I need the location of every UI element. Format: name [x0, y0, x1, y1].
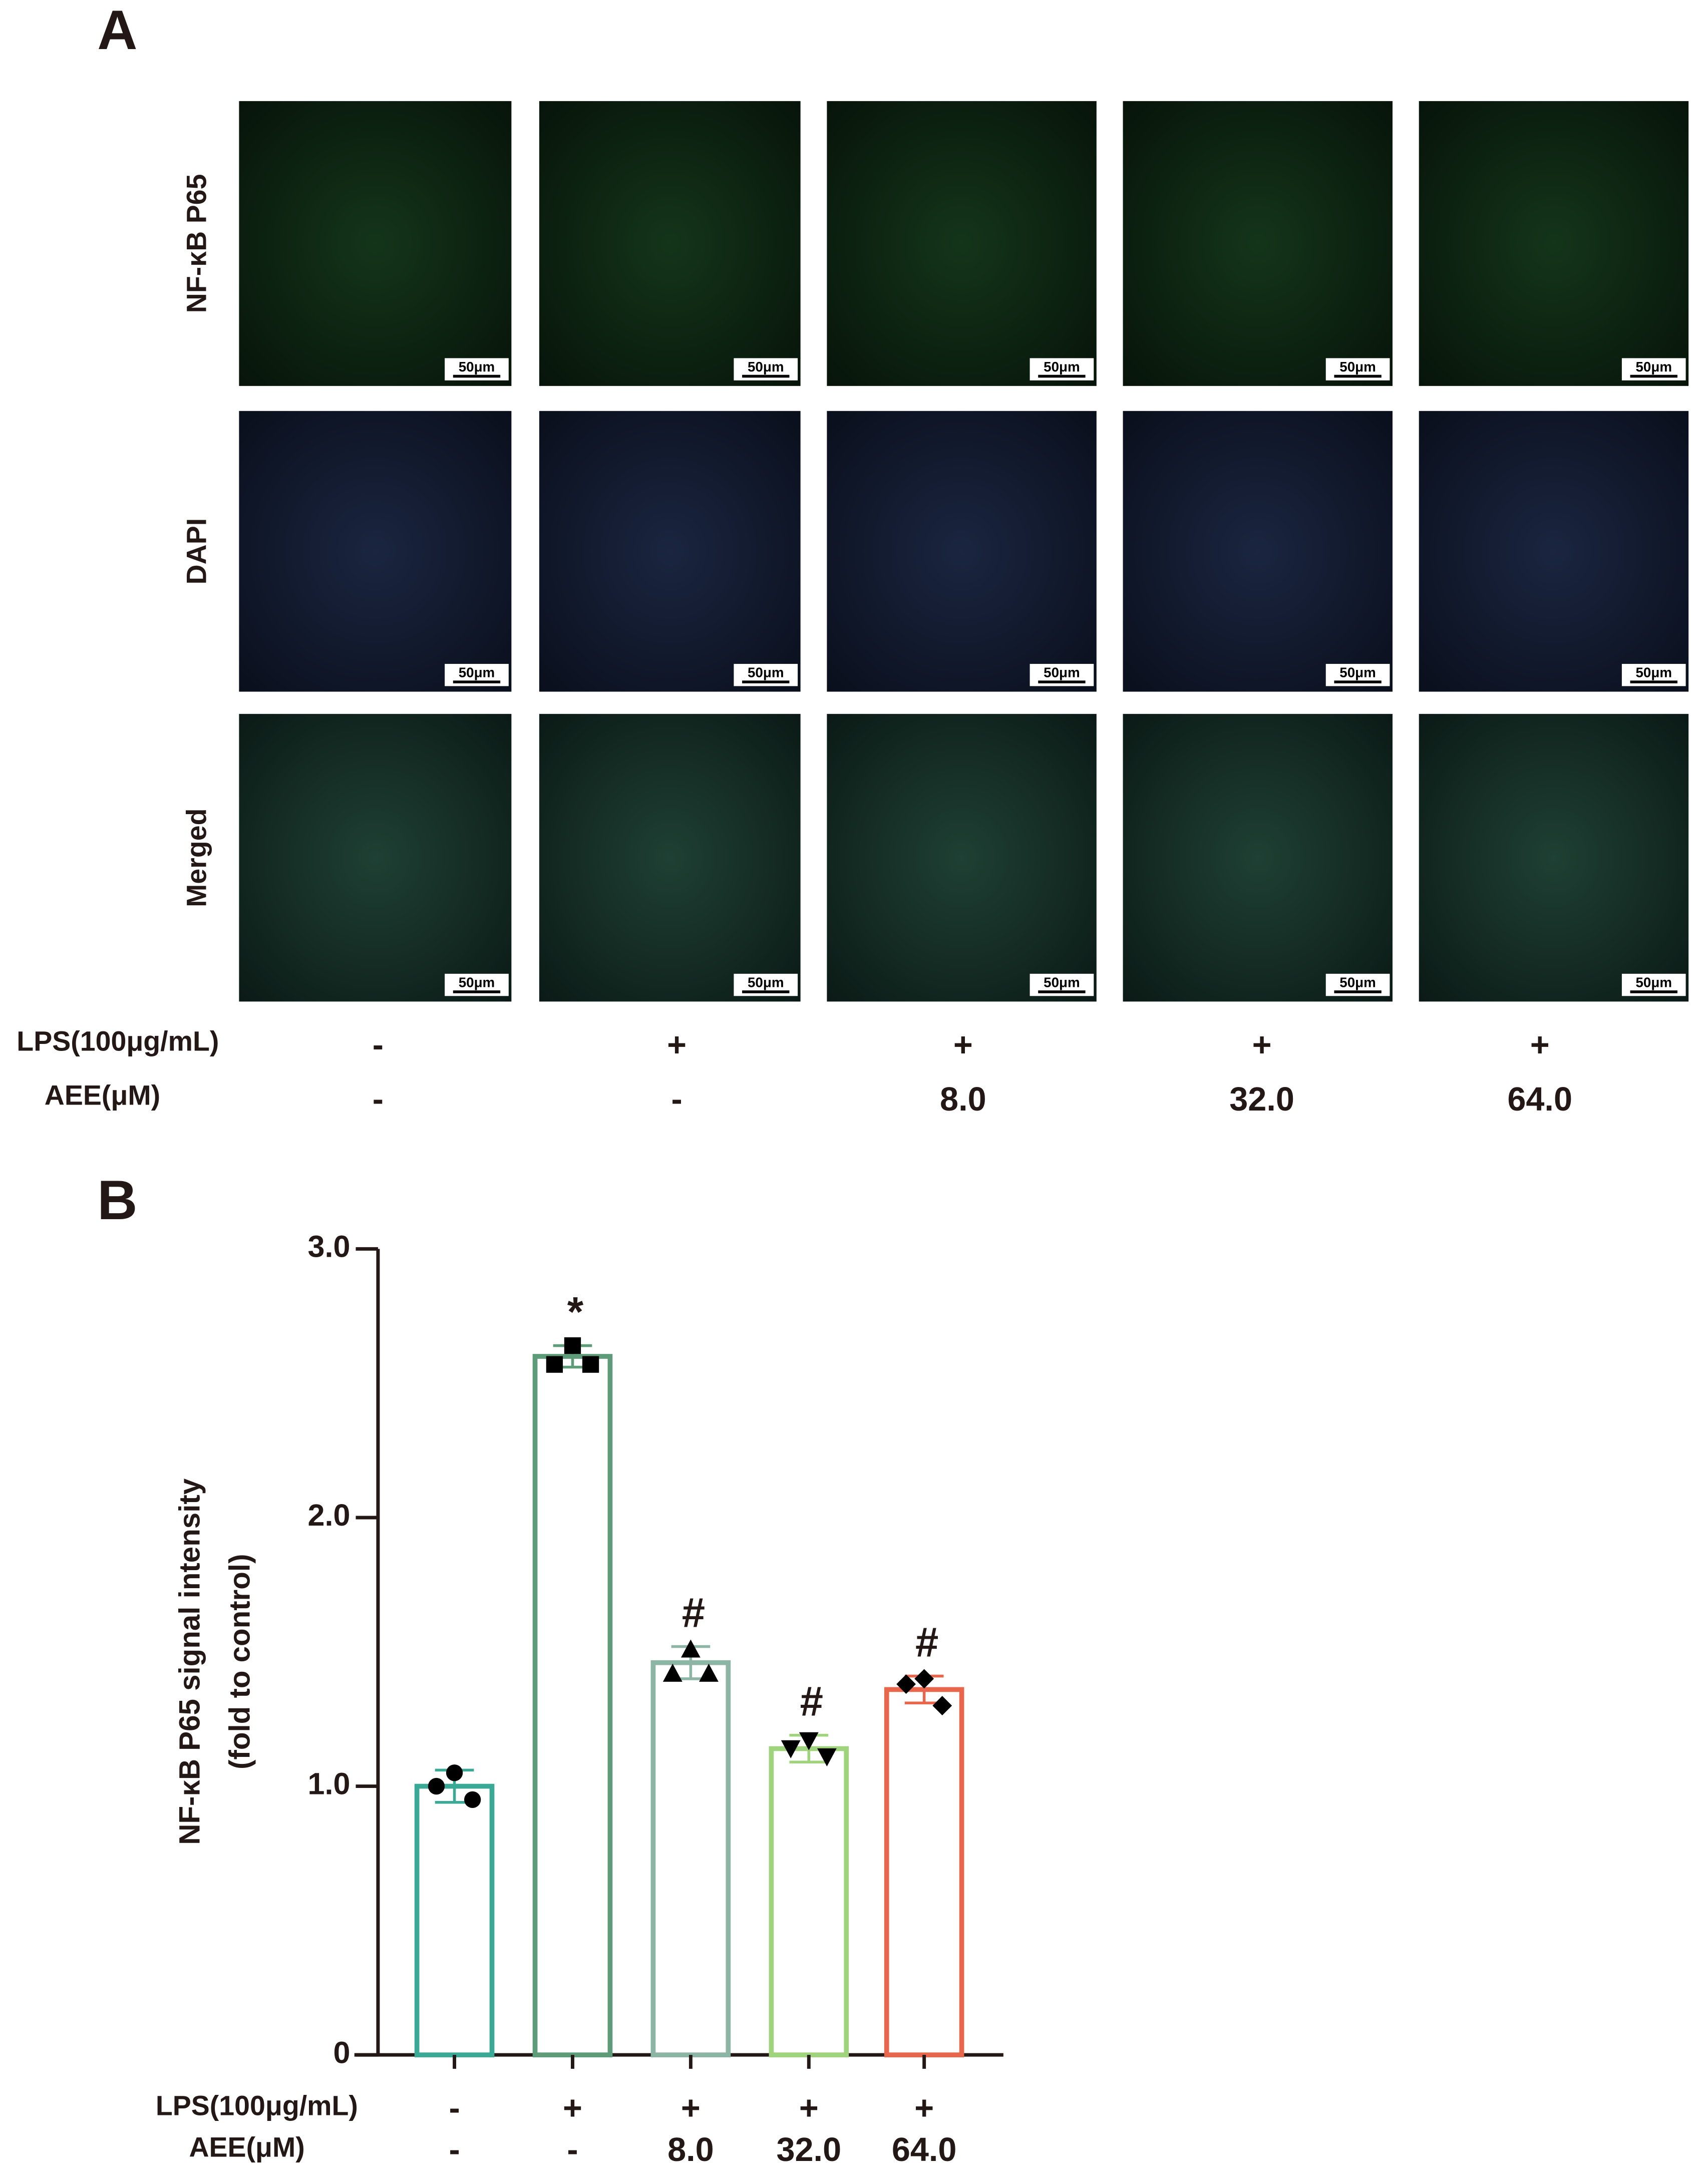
micrograph — [827, 411, 1097, 692]
x-row-value: + — [563, 2090, 582, 2127]
treatment-label: AEE(μM) — [45, 1080, 160, 1111]
x-row-value: + — [681, 2090, 701, 2127]
treatment-value: 32.0 — [1229, 1081, 1294, 1118]
scale-bar-label: 50μm — [1635, 665, 1672, 680]
treatment-value: - — [671, 1081, 682, 1118]
scale-bar-label: 50μm — [1044, 359, 1080, 375]
bar — [650, 1660, 731, 2058]
data-point — [799, 1732, 819, 1750]
bar — [769, 1746, 849, 2058]
x-row-value: 8.0 — [667, 2131, 714, 2168]
y-axis-label: NF-κB P65 signal intensity — [173, 1478, 206, 1845]
scale-bar-label: 50μm — [748, 975, 784, 990]
scale-bar-label: 50μm — [459, 665, 495, 680]
y-tick-label: 1.0 — [308, 1767, 351, 1801]
micrograph — [827, 101, 1097, 386]
bar — [414, 1783, 495, 2058]
data-point — [662, 1663, 682, 1682]
y-tick-label: 2.0 — [308, 1498, 351, 1532]
micrograph — [1419, 101, 1689, 386]
data-point — [428, 1777, 445, 1795]
data-point — [564, 1337, 581, 1354]
scale-bar-label: 50μm — [748, 359, 784, 375]
micrograph — [239, 411, 512, 692]
data-point — [914, 1669, 934, 1689]
data-point — [932, 1696, 952, 1716]
micrograph — [1123, 101, 1393, 386]
x-row-value: - — [449, 2131, 460, 2168]
scale-bar-label: 50μm — [459, 975, 495, 990]
micrograph — [239, 101, 512, 386]
y-tick-label: 0 — [333, 2035, 350, 2069]
scale-bar-label: 50μm — [1339, 665, 1376, 680]
y-axis-label: (fold to control) — [223, 1554, 256, 1769]
treatment-value: - — [373, 1081, 384, 1118]
data-point — [896, 1674, 916, 1694]
x-row-value: + — [799, 2090, 819, 2127]
annotation: * — [567, 1289, 584, 1335]
scale-bar-label: 50μm — [1044, 665, 1080, 680]
scale-bar-label: 50μm — [1635, 359, 1672, 375]
treatment-value: 8.0 — [940, 1081, 986, 1118]
micrograph — [1123, 411, 1393, 692]
x-row-value: 64.0 — [892, 2131, 957, 2168]
annotation: # — [682, 1589, 705, 1636]
micrograph — [1419, 411, 1689, 692]
row-label: NF-κB P65 — [181, 174, 212, 313]
x-row-label: LPS(100μg/mL) — [156, 2090, 358, 2121]
treatment-value: + — [1252, 1027, 1272, 1064]
treatment-value: + — [1530, 1027, 1550, 1064]
y-tick-label: 3.0 — [308, 1230, 351, 1264]
data-point — [781, 1740, 801, 1758]
row-label: Merged — [181, 808, 212, 907]
data-point — [464, 1791, 481, 1808]
micrograph — [239, 713, 512, 1002]
micrograph — [1123, 713, 1393, 1002]
scale-bar-label: 50μm — [459, 359, 495, 375]
annotation: # — [800, 1678, 823, 1725]
bar — [884, 1687, 964, 2058]
bar — [532, 1354, 613, 2058]
x-row-value: - — [567, 2131, 578, 2168]
scale-bar-label: 50μm — [1635, 975, 1672, 990]
data-point — [582, 1356, 599, 1373]
data-point — [817, 1748, 837, 1766]
x-row-value: - — [449, 2090, 460, 2127]
scale-bar-label: 50μm — [1044, 975, 1080, 990]
data-point — [699, 1663, 719, 1682]
x-row-value: 32.0 — [776, 2131, 841, 2168]
micrograph — [827, 713, 1097, 1002]
micrograph — [539, 101, 801, 386]
data-point — [680, 1639, 701, 1658]
micrograph — [1419, 713, 1689, 1002]
micrograph — [539, 713, 801, 1002]
scale-bar-label: 50μm — [1339, 359, 1376, 375]
annotation: # — [915, 1619, 938, 1666]
micrograph — [539, 411, 801, 692]
data-point — [446, 1764, 463, 1781]
treatment-label: LPS(100μg/mL) — [17, 1025, 219, 1056]
treatment-value: - — [373, 1027, 384, 1064]
row-label: DAPI — [181, 518, 212, 585]
treatment-value: + — [667, 1027, 687, 1064]
panel-label: A — [97, 0, 137, 61]
treatment-value: 64.0 — [1507, 1081, 1572, 1118]
x-row-value: + — [914, 2090, 934, 2127]
data-point — [546, 1356, 563, 1373]
panel-label: B — [97, 1169, 137, 1231]
scale-bar-label: 50μm — [1339, 975, 1376, 990]
treatment-value: + — [953, 1027, 973, 1064]
scale-bar-label: 50μm — [748, 665, 784, 680]
x-row-label: AEE(μM) — [189, 2132, 304, 2163]
